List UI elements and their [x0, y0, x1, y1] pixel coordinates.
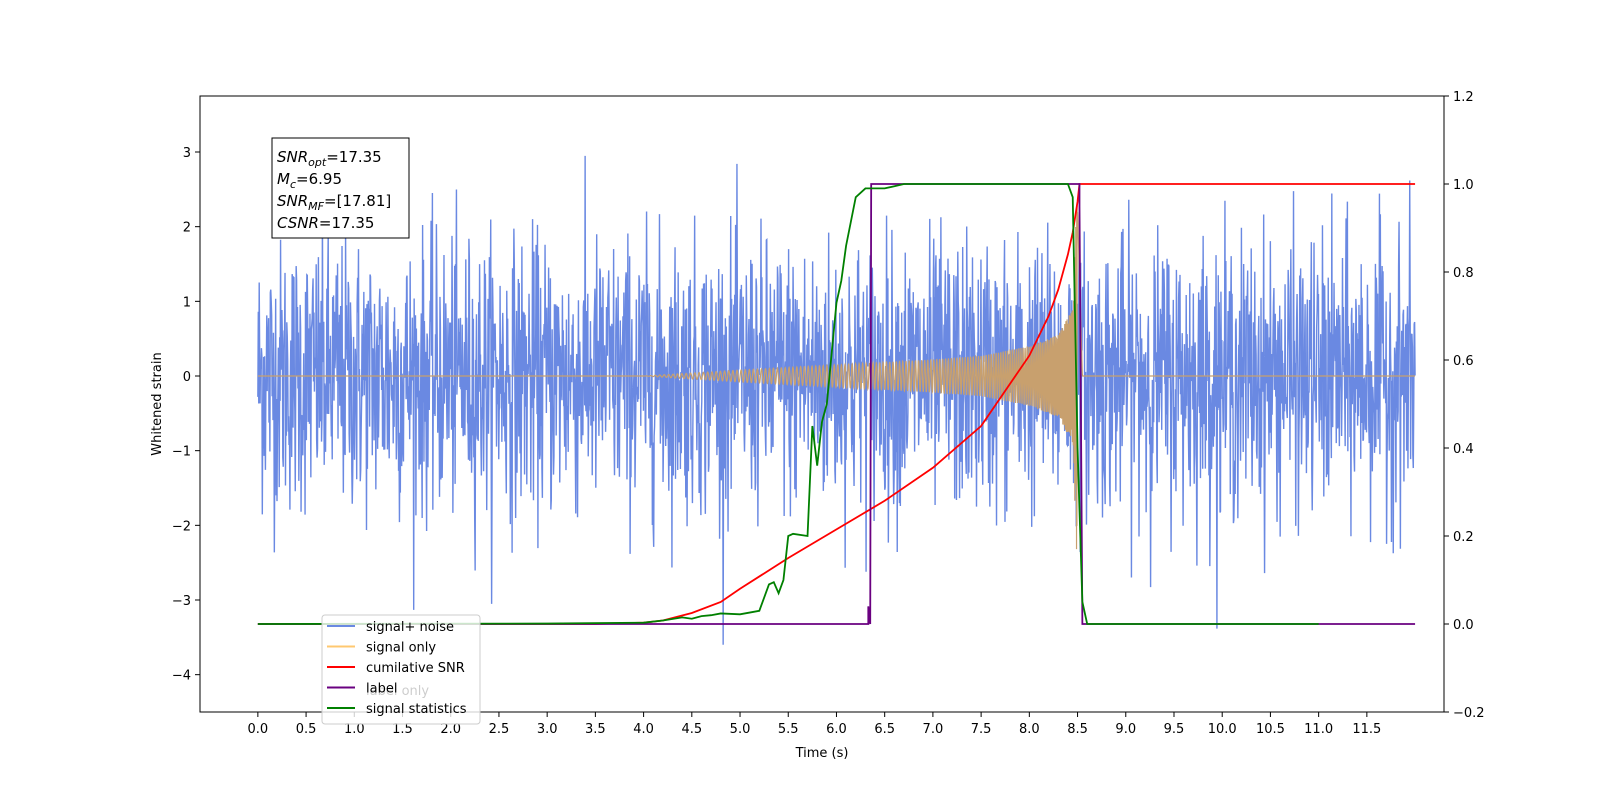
- series-cumilative-snr-line: [257, 183, 1416, 625]
- x-tick-label: 2.0: [440, 722, 461, 737]
- annotation-line: SNRMF=[17.81]: [277, 192, 391, 213]
- legend-entry-label: cumilative SNR: [366, 661, 465, 676]
- x-tick-label: 8.5: [1067, 722, 1088, 737]
- y-tick-label: −3: [172, 594, 191, 609]
- legend-entry-label: signal statistics: [366, 702, 467, 717]
- x-tick-label: 8.0: [1019, 722, 1040, 737]
- x-tick-label: 1.0: [344, 722, 365, 737]
- x-tick-label: 9.5: [1164, 722, 1185, 737]
- axes-frame: [199, 95, 1445, 713]
- x-tick-label: 6.0: [826, 722, 847, 737]
- x-tick-label: 2.5: [489, 722, 510, 737]
- series-signal-statistics-line: [257, 183, 1319, 625]
- legend-entry-label: signal only: [366, 641, 436, 656]
- y-right-tick-label: 0.6: [1453, 354, 1474, 369]
- x-tick-label: 3.0: [537, 722, 558, 737]
- y-tick-label: 1: [183, 295, 191, 310]
- x-tick-label: 1.5: [392, 722, 413, 737]
- y-right-tick-label: −0.2: [1453, 706, 1485, 721]
- x-tick-label: 10.5: [1256, 722, 1285, 737]
- y-right-tick-label: 0.4: [1453, 442, 1474, 457]
- y-axis-label: Whitened strain: [150, 352, 165, 455]
- x-tick-label: 4.5: [681, 722, 702, 737]
- x-tick-label: 7.5: [971, 722, 992, 737]
- x-tick-label: 5.5: [778, 722, 799, 737]
- annotation-line: Mc=6.95: [277, 170, 342, 191]
- y-tick-label: 2: [183, 221, 191, 236]
- y-tick-label: −1: [172, 445, 191, 460]
- annotation-frame: [271, 137, 410, 239]
- legend-frame: [321, 614, 481, 725]
- annotation-line: SNRopt=17.35: [277, 148, 382, 169]
- x-axis-label: Time (s): [795, 746, 849, 761]
- x-tick-label: 9.0: [1115, 722, 1136, 737]
- x-tick-label: 11.0: [1304, 722, 1333, 737]
- plot-area: [257, 155, 1416, 645]
- y-right-tick-label: 1.2: [1453, 90, 1474, 105]
- annotation-line: CSNR=17.35: [277, 214, 374, 232]
- axes: 0.0 0.5 1.0 1.5 2.0 2.5 3.0 3.5 4.0 4.5 5.0 5.5 6.0 6…: [172, 90, 1485, 737]
- y-right-tick-label: 0.2: [1453, 530, 1474, 545]
- x-tick-label: 11.5: [1352, 722, 1381, 737]
- y-right-tick-label: 0.8: [1453, 266, 1474, 281]
- y-tick-label: −2: [172, 519, 191, 534]
- series-signal-only-line: [257, 205, 1416, 550]
- x-tick-label: 0.0: [248, 722, 269, 737]
- x-tick-label: 4.0: [633, 722, 654, 737]
- legend-entry-label: signal+ noise: [366, 620, 454, 635]
- x-tick-label: 10.0: [1208, 722, 1237, 737]
- x-tick-label: 7.0: [923, 722, 944, 737]
- annotation-box: SNRopt=17.35Mc=6.95SNRMF=[17.81]CSNR=17.…: [271, 137, 410, 239]
- series-signal-noise-line: [257, 155, 1416, 645]
- y-right-tick-label: 0.0: [1453, 618, 1474, 633]
- legend-entry-label: label: [366, 682, 397, 697]
- x-tick-label: 3.5: [585, 722, 606, 737]
- x-tick-label: 6.5: [874, 722, 895, 737]
- series-label-line: [257, 183, 1416, 625]
- x-tick-label: 5.0: [730, 722, 751, 737]
- y-right-tick-label: 1.0: [1453, 178, 1474, 193]
- y-tick-label: −4: [172, 669, 191, 684]
- x-tick-label: 0.5: [296, 722, 317, 737]
- y-tick-label: 3: [183, 146, 191, 161]
- y-tick-label: 0: [183, 370, 191, 385]
